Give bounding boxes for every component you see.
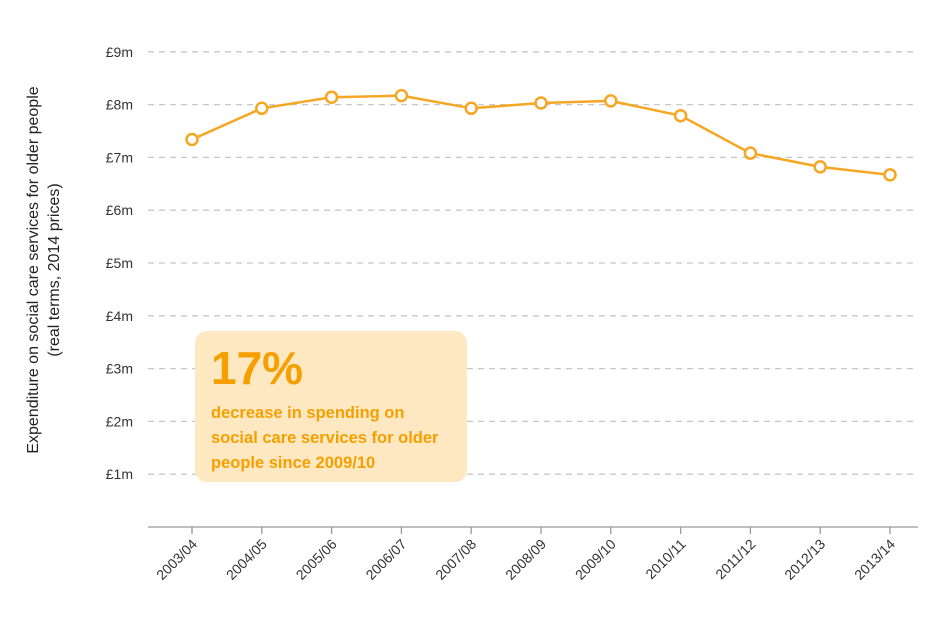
x-tick-label: 2013/14 [851,536,898,583]
data-point [883,168,897,182]
y-tick-label: £1m [106,466,133,482]
data-point [604,94,618,108]
y-axis-label: Expenditure on social care services for … [25,86,42,453]
y-tick-label: £8m [106,97,133,113]
callout-box: 17% decrease in spending on social care … [195,331,467,482]
data-point [394,88,409,103]
data-point [324,90,339,104]
data-point [743,146,758,160]
x-tick-label: 2006/07 [362,536,409,583]
y-tick-label: £6m [106,202,133,218]
y-tick-label: £7m [106,149,133,165]
x-tick-label: 2008/09 [502,536,549,583]
y-axis-label-sub: (real terms, 2014 prices) [46,183,63,356]
y-tick-label: £4m [106,308,133,324]
data-point [185,132,199,147]
x-tick-label: 2010/11 [642,536,689,583]
data-point [673,108,688,123]
y-tick-label: £3m [106,361,133,377]
y-tick-label: £5m [106,255,133,271]
x-tick-label: 2005/06 [293,536,340,583]
callout-text: decrease in spending on social care serv… [211,404,439,472]
x-tick-label: 2003/04 [153,536,200,583]
callout-percent: 17% [211,342,304,394]
x-tick-label: 2004/05 [223,536,270,583]
data-point [255,101,269,116]
x-tick-label: 2009/10 [572,536,619,583]
x-tick-label: 2012/13 [781,536,828,583]
y-tick-label: £2m [106,413,133,429]
x-tick-label: 2011/12 [712,536,759,583]
data-point [813,160,827,174]
data-point [464,101,478,116]
data-point [534,96,548,110]
x-tick-label: 2007/08 [432,536,479,583]
y-tick-label: £9m [106,44,133,60]
